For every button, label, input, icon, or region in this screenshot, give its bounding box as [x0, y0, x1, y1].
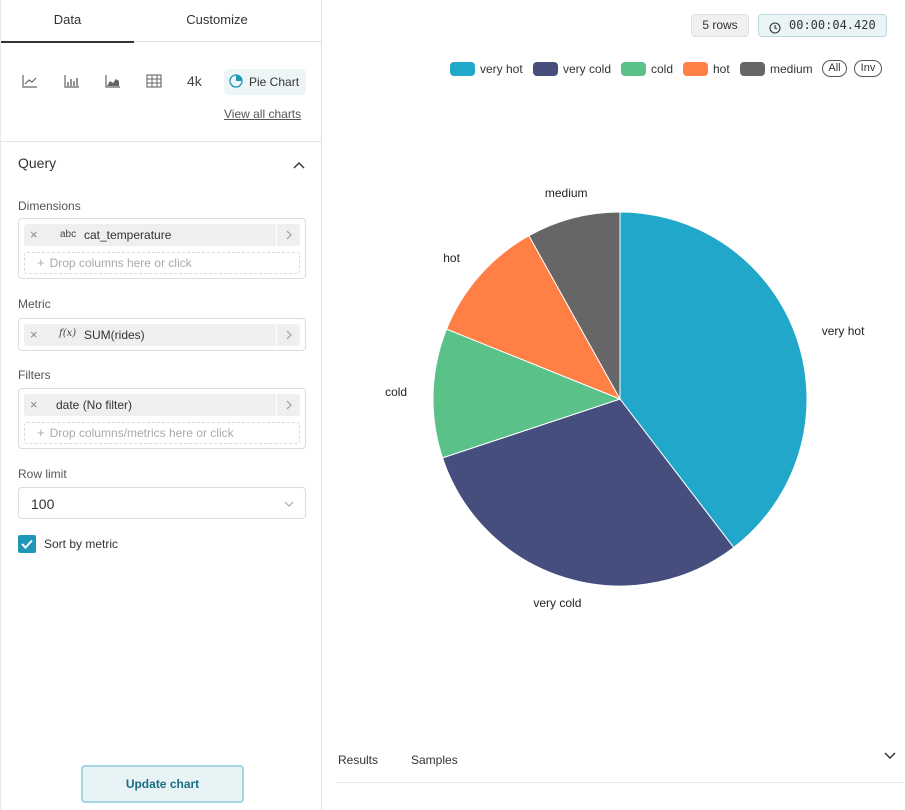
sort-by-metric-checkbox[interactable] — [18, 535, 36, 553]
plus-icon: + — [37, 255, 45, 270]
drop-zone-text: Drop columns here or click — [49, 256, 192, 270]
legend-swatch — [533, 61, 558, 76]
tab-data[interactable]: Data — [1, 0, 134, 43]
viz-type-row: 4k Pie Chart — [1, 60, 322, 104]
row-limit-select[interactable]: 100 — [18, 487, 306, 519]
string-type-icon: abc — [60, 229, 77, 240]
divider — [337, 782, 904, 783]
checkmark-icon — [21, 539, 33, 549]
pie-chart-label: Pie Chart — [249, 75, 300, 89]
pie-chart-option[interactable]: Pie Chart — [224, 69, 306, 95]
pie-slice[interactable] — [528, 211, 621, 401]
legend-item[interactable]: cold — [621, 61, 673, 76]
pie-chart — [432, 211, 808, 587]
timer-value: 00:00:04.420 — [789, 18, 876, 32]
legend-label: cold — [651, 61, 674, 76]
filters-well: × date (No filter) + Drop columns/metrics… — [18, 388, 306, 449]
row-limit-value: 100 — [31, 496, 55, 512]
bar-chart-icon[interactable] — [63, 72, 81, 90]
remove-icon[interactable]: × — [30, 227, 38, 242]
line-chart-icon[interactable] — [21, 72, 39, 90]
panel-tabs: Data Customize — [1, 0, 322, 43]
legend-label: hot — [713, 61, 730, 76]
metric-label: Metric — [18, 297, 51, 311]
dimension-name: cat_temperature — [84, 228, 172, 242]
chevron-down-icon — [283, 498, 295, 510]
legend-swatch — [450, 61, 475, 76]
chevron-right-icon[interactable] — [276, 224, 300, 246]
pie-slice-label: medium — [544, 185, 588, 200]
big-number-option[interactable]: 4k — [187, 73, 202, 89]
remove-icon[interactable]: × — [30, 327, 38, 342]
dimensions-label: Dimensions — [18, 199, 81, 213]
dimensions-well: × abc cat_temperature + Drop columns here… — [18, 218, 306, 279]
table-icon[interactable] — [145, 72, 163, 90]
legend-item[interactable]: very hot — [450, 61, 523, 76]
legend-all-button[interactable]: All — [822, 60, 847, 77]
pie-slice[interactable] — [432, 328, 622, 459]
update-chart-button[interactable]: Update chart — [81, 765, 244, 803]
filter-drop-zone[interactable]: + Drop columns/metrics here or click — [24, 422, 300, 444]
metric-pill[interactable]: × f(x) SUM(rides) — [24, 324, 300, 346]
legend-item[interactable]: very cold — [533, 61, 611, 76]
pie-slice[interactable] — [441, 398, 735, 587]
row-limit-label: Row limit — [18, 467, 67, 481]
clock-icon — [769, 20, 781, 34]
tab-results[interactable]: Results — [338, 753, 379, 767]
pie-slice[interactable] — [445, 235, 622, 400]
pie-slice-label: very cold — [533, 595, 582, 610]
pie-chart-icon — [228, 73, 244, 92]
row-count-badge: 5 rows — [691, 14, 749, 37]
chevron-up-icon[interactable] — [292, 158, 306, 172]
pie-slice[interactable] — [619, 211, 808, 549]
legend-invert-button[interactable]: Inv — [854, 60, 882, 77]
chevron-right-icon[interactable] — [276, 394, 300, 416]
area-chart-icon[interactable] — [104, 72, 122, 90]
legend-label: very cold — [563, 61, 612, 76]
pie-slice-label: cold — [385, 385, 408, 400]
pie-slice-label: very hot — [821, 323, 865, 338]
legend-label: very hot — [480, 61, 523, 76]
query-timer-badge: 00:00:04.420 — [758, 14, 887, 37]
query-section-title: Query — [18, 155, 57, 171]
remove-icon[interactable]: × — [30, 397, 38, 412]
tab-samples[interactable]: Samples — [411, 753, 458, 767]
filter-pill[interactable]: × date (No filter) — [24, 394, 300, 416]
metric-well: × f(x) SUM(rides) — [18, 318, 306, 351]
pie-slice-label: hot — [443, 251, 460, 266]
legend-swatch — [621, 61, 646, 76]
dimension-drop-zone[interactable]: + Drop columns here or click — [24, 252, 300, 274]
plus-icon: + — [37, 425, 45, 440]
legend-swatch — [740, 61, 765, 76]
tab-customize[interactable]: Customize — [186, 12, 248, 27]
divider — [1, 141, 322, 142]
drop-zone-text: Drop columns/metrics here or click — [49, 426, 234, 440]
control-panel: Data Customize 4k Pie Chart View all cha… — [0, 0, 322, 810]
metric-name: SUM(rides) — [84, 328, 145, 342]
function-type-icon: f(x) — [59, 328, 77, 339]
legend-item[interactable]: medium — [740, 61, 813, 76]
legend-swatch — [683, 61, 708, 76]
chevron-down-icon[interactable] — [883, 750, 897, 762]
dimension-pill[interactable]: × abc cat_temperature — [24, 224, 300, 246]
filter-name: date (No filter) — [56, 398, 133, 412]
sort-by-metric-label: Sort by metric — [44, 537, 119, 551]
legend-item[interactable]: hot — [683, 61, 730, 76]
chevron-right-icon[interactable] — [276, 324, 300, 346]
filters-label: Filters — [18, 368, 51, 382]
legend-label: medium — [770, 61, 813, 76]
view-all-charts-link[interactable]: View all charts — [224, 107, 302, 121]
